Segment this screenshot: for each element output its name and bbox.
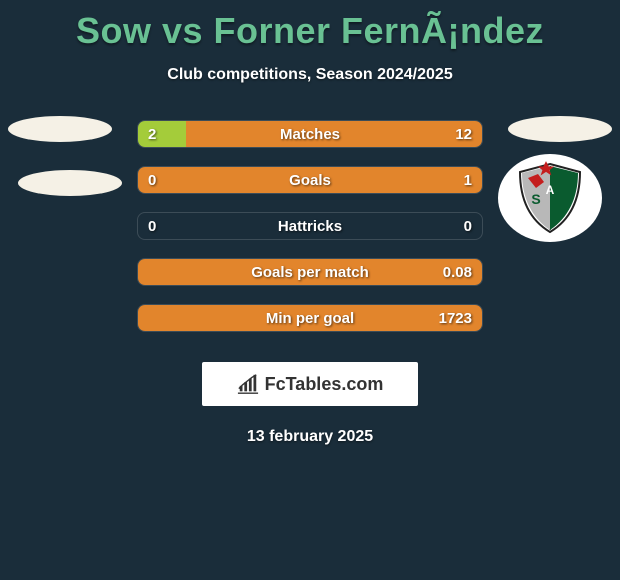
player-left-avatar [8, 116, 112, 142]
stat-label: Goals [138, 167, 482, 193]
stat-label: Matches [138, 121, 482, 147]
stat-bar: 01Goals [137, 166, 483, 194]
brand-label: FcTables.com [265, 374, 384, 395]
comparison-area: A S 212Matches 01Goals 00Hattricks 0.08Goal… [0, 120, 620, 332]
stat-bar: 00Hattricks [137, 212, 483, 240]
stat-bars: 212Matches 01Goals 00Hattricks 0.08Goals pe… [137, 120, 483, 332]
stat-label: Min per goal [138, 305, 482, 331]
svg-text:A: A [546, 183, 555, 197]
stat-label: Hattricks [138, 213, 482, 239]
stat-bar: 0.08Goals per match [137, 258, 483, 286]
page-title: Sow vs Forner FernÃ¡ndez [0, 0, 620, 52]
stat-label: Goals per match [138, 259, 482, 285]
subtitle: Club competitions, Season 2024/2025 [0, 66, 620, 84]
brand-box[interactable]: FcTables.com [202, 362, 418, 406]
stat-bar: 1723Min per goal [137, 304, 483, 332]
player-right-club-badge: A S [498, 154, 602, 242]
player-left-club-badge [18, 170, 122, 196]
player-right-avatar [508, 116, 612, 142]
date-line: 13 february 2025 [0, 428, 620, 446]
shield-icon: A S [510, 160, 590, 236]
stat-bar: 212Matches [137, 120, 483, 148]
bar-chart-icon [237, 373, 259, 395]
svg-text:S: S [531, 191, 540, 207]
